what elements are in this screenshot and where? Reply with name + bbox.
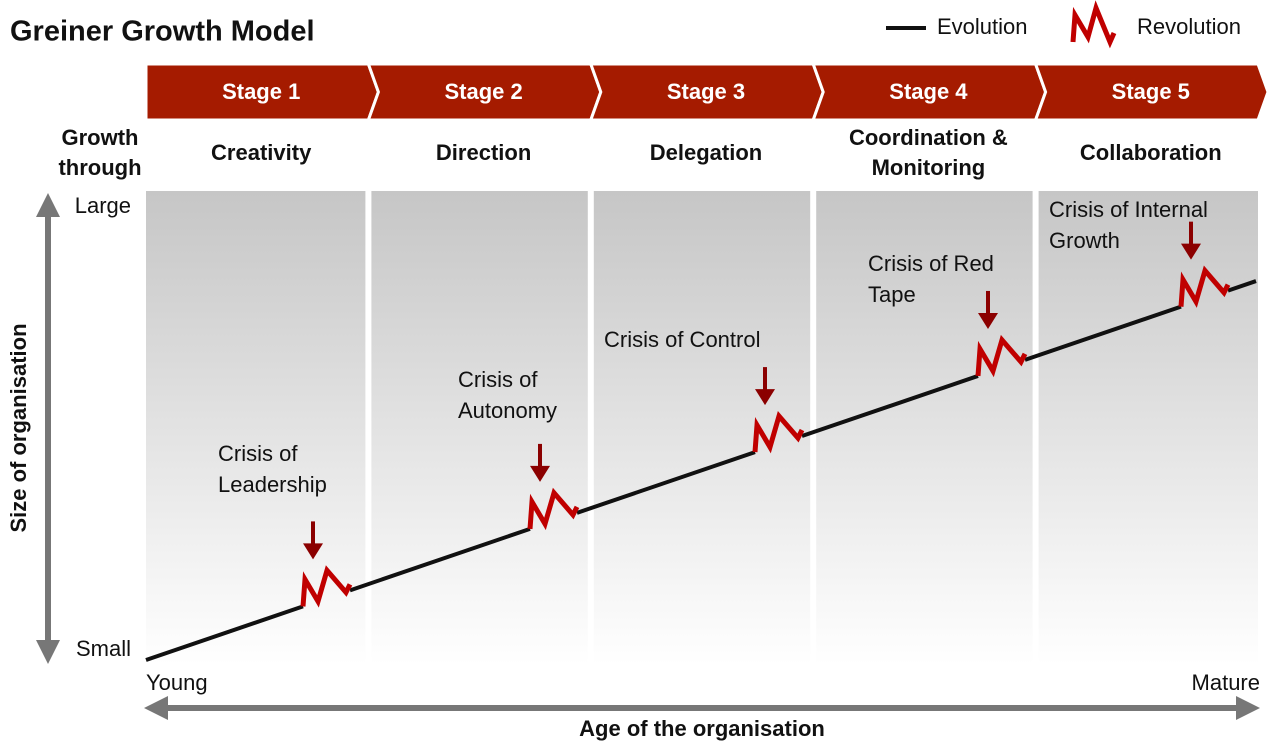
stage-panel: [816, 191, 1033, 665]
stage-label: Stage 2: [444, 79, 522, 104]
stage-theme: Collaboration: [1080, 140, 1222, 165]
evolution-line: [576, 450, 756, 515]
stage-chevron: [1033, 62, 1270, 122]
stage-theme: Monitoring: [872, 155, 986, 180]
evolution-line: [1024, 304, 1182, 362]
row-label: through: [58, 155, 141, 180]
stage-theme: Delegation: [650, 140, 762, 165]
stage-label: Stage 3: [667, 79, 745, 104]
crisis-arrow-head: [1181, 243, 1201, 260]
y-axis-top: Large: [75, 193, 131, 218]
stage-panel: [146, 191, 366, 665]
crisis-arrow-head: [755, 389, 775, 406]
legend-evolution: Evolution: [937, 14, 1028, 39]
x-axis-left: Young: [146, 670, 208, 695]
stage-label: Stage 1: [222, 79, 300, 104]
y-axis-title: Size of organisation: [6, 323, 31, 532]
crisis-arrow-head: [530, 465, 550, 482]
row-label: Growth: [62, 125, 139, 150]
revolution-zigzag: [975, 334, 1028, 378]
legend-revolution: Revolution: [1137, 14, 1241, 39]
crisis-label: Crisis of: [458, 367, 538, 392]
crisis-arrow-head: [303, 543, 323, 560]
revolution-zigzag: [1178, 265, 1231, 308]
crisis-arrow-head: [978, 312, 998, 329]
crisis-label: Leadership: [218, 472, 327, 497]
title: Greiner Growth Model: [10, 16, 315, 48]
crisis-label: Tape: [868, 282, 916, 307]
evolution-line: [801, 374, 979, 438]
revolution-zigzag: [752, 410, 805, 454]
crisis-label: Autonomy: [458, 398, 557, 423]
evolution-line: [349, 527, 531, 593]
x-axis-right: Mature: [1192, 670, 1260, 695]
y-axis-bottom: Small: [76, 636, 131, 661]
crisis-label: Growth: [1049, 228, 1120, 253]
stage-label: Stage 4: [889, 79, 968, 104]
evolution-line: [1227, 279, 1257, 293]
legend-revolution-icon: [1070, 0, 1117, 49]
revolution-zigzag: [527, 487, 580, 531]
stage-panel: [1038, 191, 1258, 665]
stage-theme: Direction: [436, 140, 531, 165]
crisis-label: Crisis of Red: [868, 251, 994, 276]
stage-theme: Coordination &: [849, 125, 1008, 150]
evolution-line: [145, 604, 304, 662]
stage-label: Stage 5: [1112, 79, 1190, 104]
revolution-zigzag: [300, 565, 353, 608]
crisis-label: Crisis of: [218, 441, 298, 466]
x-axis-title: Age of the organisation: [579, 716, 825, 741]
crisis-label: Crisis of Control: [604, 327, 760, 352]
stage-panel: [371, 191, 588, 665]
crisis-label: Crisis of Internal: [1049, 197, 1208, 222]
stage-theme: Creativity: [211, 140, 312, 165]
